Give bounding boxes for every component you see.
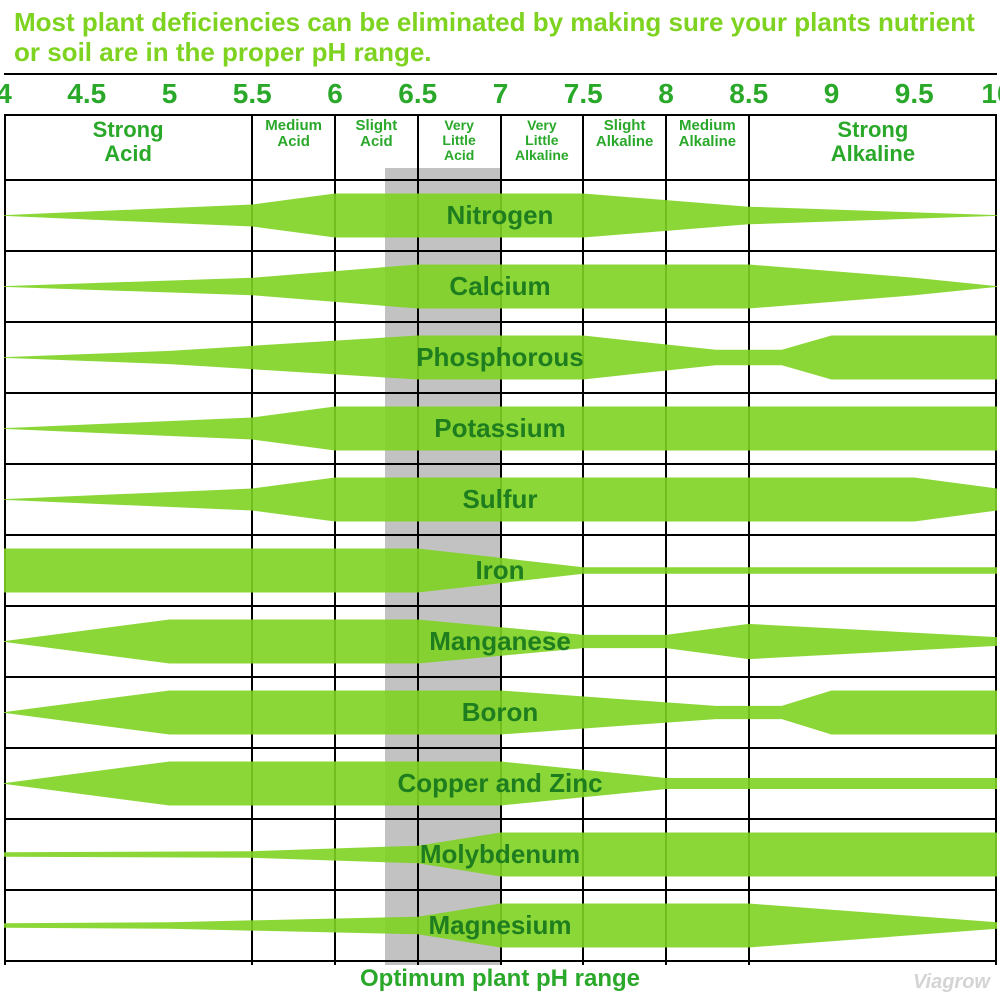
nutrient-label: Magnesium (0, 910, 1000, 941)
gridline-vertical (748, 115, 750, 965)
nutrient-label: Iron (0, 555, 1000, 586)
ph-category-label: StrongAcid (73, 118, 183, 166)
gridline-vertical (665, 115, 667, 965)
gridline-vertical (334, 115, 336, 965)
ph-tick-label: 4.5 (57, 78, 117, 110)
ph-tick-label: 8 (636, 78, 696, 110)
ph-tick-label: 9 (802, 78, 862, 110)
gridline-horizontal (4, 534, 997, 536)
ph-tick-label: 6 (305, 78, 365, 110)
gridline-horizontal (4, 960, 997, 962)
frame-vertical (4, 115, 6, 965)
nutrient-label: Manganese (0, 626, 1000, 657)
frame-vertical (995, 115, 997, 965)
ph-tick-label: 5.5 (222, 78, 282, 110)
gridline-horizontal (4, 605, 997, 607)
ph-category-label: MediumAlkaline (652, 118, 762, 150)
nutrient-label: Sulfur (0, 484, 1000, 515)
nutrient-label: Copper and Zinc (0, 768, 1000, 799)
gridline-horizontal (4, 250, 997, 252)
gridline-vertical (500, 115, 502, 965)
nutrient-label: Potassium (0, 413, 1000, 444)
ph-tick-label: 5 (140, 78, 200, 110)
ph-tick-label: 4 (0, 78, 34, 110)
nutrient-label: Phosphorous (0, 342, 1000, 373)
nutrient-label: Calcium (0, 271, 1000, 302)
ph-tick-label: 10 (967, 78, 1000, 110)
ph-nutrient-chart: Most plant deficiencies can be eliminate… (0, 0, 1000, 1000)
nutrient-label: Nitrogen (0, 200, 1000, 231)
nutrient-label: Boron (0, 697, 1000, 728)
ph-tick-label: 9.5 (884, 78, 944, 110)
gridline-horizontal (4, 747, 997, 749)
gridline-vertical (417, 115, 419, 965)
ph-tick-label: 6.5 (388, 78, 448, 110)
ph-category-label: StrongAlkaline (818, 118, 928, 166)
ph-tick-label: 7 (471, 78, 531, 110)
gridline-horizontal (4, 676, 997, 678)
gridline-horizontal (4, 392, 997, 394)
chart-title: Most plant deficiencies can be eliminate… (14, 8, 986, 68)
nutrient-label: Molybdenum (0, 839, 1000, 870)
gridline-vertical (582, 115, 584, 965)
gridline-vertical (251, 115, 253, 965)
watermark: Viagrow (913, 971, 990, 994)
gridline-horizontal (4, 463, 997, 465)
gridline-horizontal (4, 889, 997, 891)
gridline-horizontal (4, 818, 997, 820)
gridline-horizontal (4, 179, 997, 181)
footer-label: Optimum plant pH range (0, 965, 1000, 993)
ph-tick-label: 8.5 (719, 78, 779, 110)
ph-tick-label: 7.5 (553, 78, 613, 110)
gridline-horizontal (4, 114, 997, 116)
frame-top (4, 73, 997, 75)
gridline-horizontal (4, 321, 997, 323)
